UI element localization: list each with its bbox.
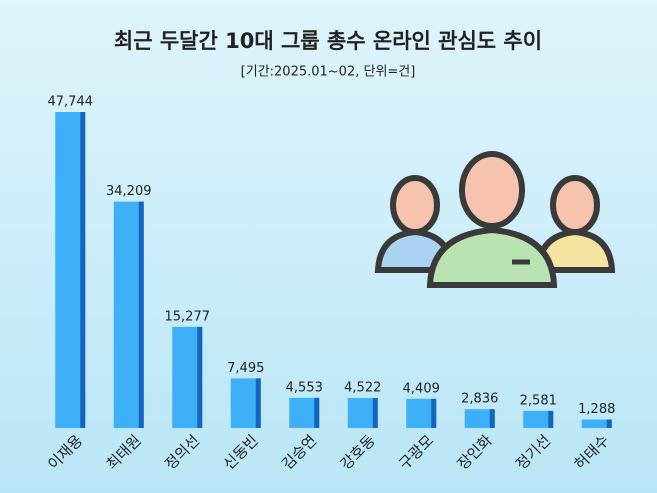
value-label: 15,277: [165, 309, 211, 324]
people-icon: [374, 151, 616, 288]
bar: [523, 410, 554, 428]
chart-title: 최근 두달간 10대 그룹 총수 온라인 관심도 추이: [114, 29, 542, 53]
bar-edge: [80, 112, 86, 428]
bar-edge: [138, 201, 144, 428]
bar: [406, 398, 437, 428]
bar-face: [581, 419, 612, 428]
bar: [581, 419, 612, 428]
value-label: 4,553: [286, 380, 323, 395]
bar: [347, 398, 378, 428]
bar: [55, 112, 86, 428]
bar: [113, 201, 144, 428]
value-label: 34,209: [106, 184, 152, 199]
value-label: 7,495: [227, 361, 264, 376]
value-label: 2,836: [461, 392, 498, 407]
bar-edge: [489, 409, 495, 428]
bar-edge: [548, 410, 554, 428]
bar-edge: [372, 398, 378, 428]
value-label: 2,581: [520, 393, 557, 408]
bar-edge: [431, 398, 437, 428]
value-label: 4,522: [344, 381, 381, 396]
chart-subtitle: [기간:2025.01~02, 단위=건]: [241, 65, 416, 80]
bar-edge: [606, 419, 612, 428]
bar-edge: [197, 326, 203, 428]
bar: [172, 326, 203, 428]
bar-face: [523, 410, 554, 428]
bar: [230, 378, 261, 428]
value-label: 1,288: [578, 402, 615, 417]
value-label: 47,744: [48, 95, 94, 110]
bar: [464, 409, 495, 428]
bar-edge: [314, 397, 320, 428]
value-label: 4,409: [403, 381, 440, 396]
bar-edge: [255, 378, 261, 428]
bar-face: [464, 409, 495, 428]
bar: [289, 397, 320, 428]
